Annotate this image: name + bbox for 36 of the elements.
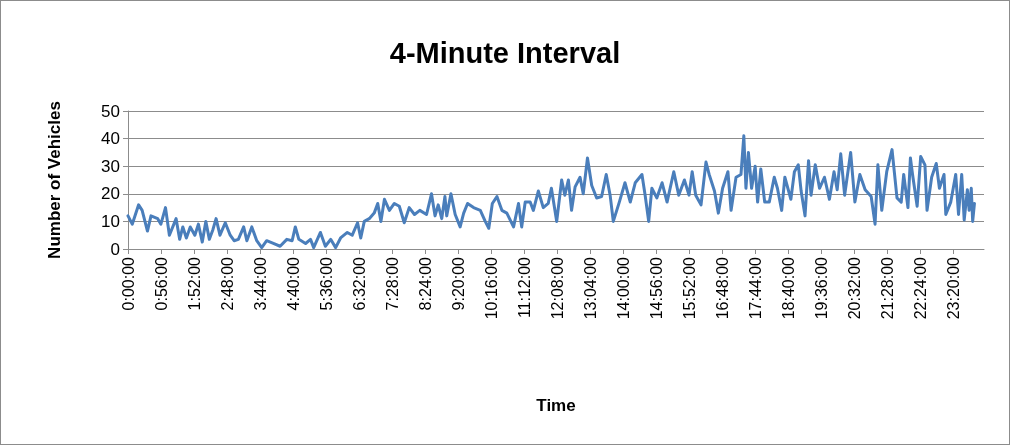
x-tick-label: 4:40:00 <box>284 256 302 311</box>
x-tick-label: 18:40:00 <box>779 256 797 320</box>
x-tick-label: 1:52:00 <box>185 256 203 311</box>
x-tick-label: 17:44:00 <box>746 256 764 320</box>
x-tick-label: 12:08:00 <box>548 256 566 320</box>
y-tick-label: 20 <box>101 184 120 204</box>
x-tick-label: 8:24:00 <box>416 256 434 311</box>
line-series <box>126 134 976 250</box>
x-tick-label: 16:48:00 <box>713 256 731 320</box>
x-tick-label: 14:00:00 <box>614 256 632 320</box>
x-tick-label: 23:20:00 <box>944 256 962 320</box>
x-tick-label: 0:56:00 <box>152 256 170 311</box>
x-tick-label: 13:04:00 <box>581 256 599 320</box>
y-tick-label: 0 <box>110 239 120 259</box>
x-tick-label: 20:32:00 <box>845 256 863 320</box>
y-tick-label: 50 <box>101 101 120 121</box>
x-axis-title: Time <box>536 396 576 415</box>
x-tick-label: 19:36:00 <box>812 256 830 320</box>
x-tick-label: 5:36:00 <box>317 256 335 311</box>
x-tick-label: 21:28:00 <box>878 256 896 320</box>
x-tick-label: 22:24:00 <box>911 256 929 320</box>
x-tick-label: 0:00:00 <box>119 256 137 311</box>
x-tick-label: 7:28:00 <box>383 256 401 311</box>
x-tick-label: 15:52:00 <box>680 256 698 320</box>
x-tick-label: 6:32:00 <box>350 256 368 311</box>
x-tick-label: 14:56:00 <box>647 256 665 320</box>
x-tick-label: 3:44:00 <box>251 256 269 311</box>
chart-title: 4-Minute Interval <box>389 36 621 69</box>
x-tick-label: 10:16:00 <box>482 256 500 320</box>
y-tick-label: 10 <box>101 211 120 231</box>
y-tick-label: 40 <box>101 129 120 149</box>
x-tick-label: 11:12:00 <box>515 256 533 319</box>
y-tick-label: 30 <box>101 156 120 176</box>
x-tick-label: 9:20:00 <box>449 256 467 311</box>
y-axis-title: Number of Vehicles <box>45 101 64 259</box>
x-tick-label: 2:48:00 <box>218 256 236 311</box>
